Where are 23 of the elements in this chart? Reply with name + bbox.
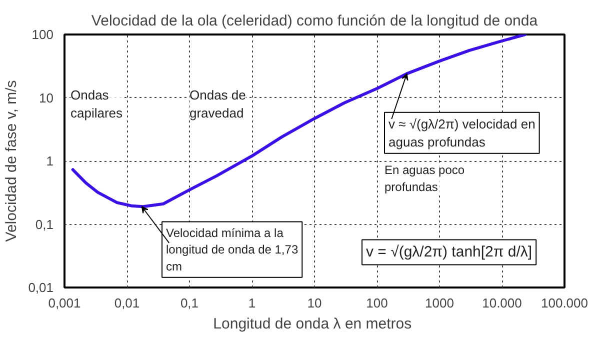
y-tick-label: 1 (46, 154, 54, 168)
x-tick-label: 1 (248, 296, 256, 310)
x-tick-label: 0,01 (114, 296, 140, 310)
y-tick-label: 0,1 (35, 216, 54, 232)
x-tick-label: 1000 (425, 296, 454, 310)
chart-title: Velocidad de la ola (celeridad) como función de la longitud de onda (91, 12, 538, 30)
x-tick-label: 100 (366, 296, 388, 310)
x-tick-label: 0,001 (48, 296, 81, 310)
annotation: Ondas de gravedad (190, 88, 246, 121)
annotation: v = √(gλ/2π) tanh[2π d/λ] (366, 244, 532, 261)
annotation: En aguas poco profundas (384, 163, 465, 194)
y-tick-label: 100 (32, 27, 54, 42)
x-tick-label: 0,1 (180, 296, 199, 310)
y-tick-label: 10 (39, 90, 54, 106)
y-tick-label: 0,01 (28, 280, 54, 295)
x-axis-title: Longitud de onda λ en metros (213, 316, 412, 332)
x-tick-label: 10.000 (482, 296, 522, 310)
y-axis-title: Velocidad de fase v, m/s (3, 80, 20, 242)
annotation: Ondas capilares (70, 88, 124, 121)
annotation: Velocidad mínima a la longitud de onda de 1,73 cm (166, 226, 298, 274)
x-tick-label: 100.000 (541, 296, 588, 310)
x-tick-label: 10 (307, 296, 322, 310)
annotation: v ≈ √(gλ/2π) velocidad en aguas profundas (388, 116, 536, 150)
